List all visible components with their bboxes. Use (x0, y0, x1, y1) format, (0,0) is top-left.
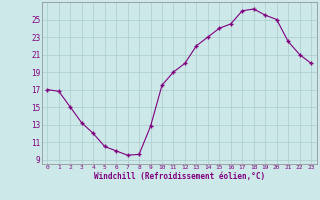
X-axis label: Windchill (Refroidissement éolien,°C): Windchill (Refroidissement éolien,°C) (94, 172, 265, 181)
